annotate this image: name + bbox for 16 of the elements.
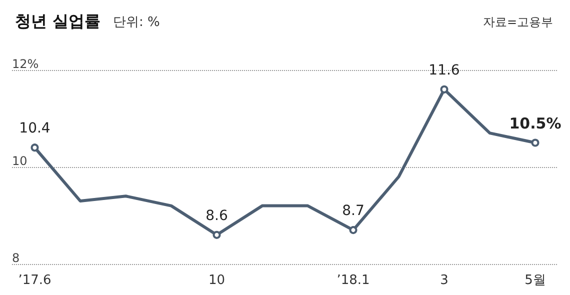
data-label: 11.6: [428, 62, 460, 78]
text: 자료=고용부: [482, 15, 554, 29]
y-tick-label: 12%: [12, 57, 39, 71]
chart-title: 청년 실업률: [15, 12, 101, 30]
x-tick-label: 5월: [524, 273, 546, 288]
chart-subtitle: 단위: %: [113, 15, 160, 30]
x-tick-label: 3: [440, 273, 448, 288]
data-label: 10.4: [19, 120, 50, 137]
x-tick-label: 10: [208, 273, 226, 288]
data-label: 8.6: [206, 208, 228, 224]
data-label: 10.5%: [509, 114, 562, 132]
data-label: 8.7: [342, 203, 364, 220]
x-tick-label: ’17.6: [18, 273, 52, 288]
y-tick-label: 8: [12, 251, 20, 265]
y-tick-label: 10: [12, 154, 28, 168]
x-tick-label: ’18.1: [336, 273, 370, 288]
